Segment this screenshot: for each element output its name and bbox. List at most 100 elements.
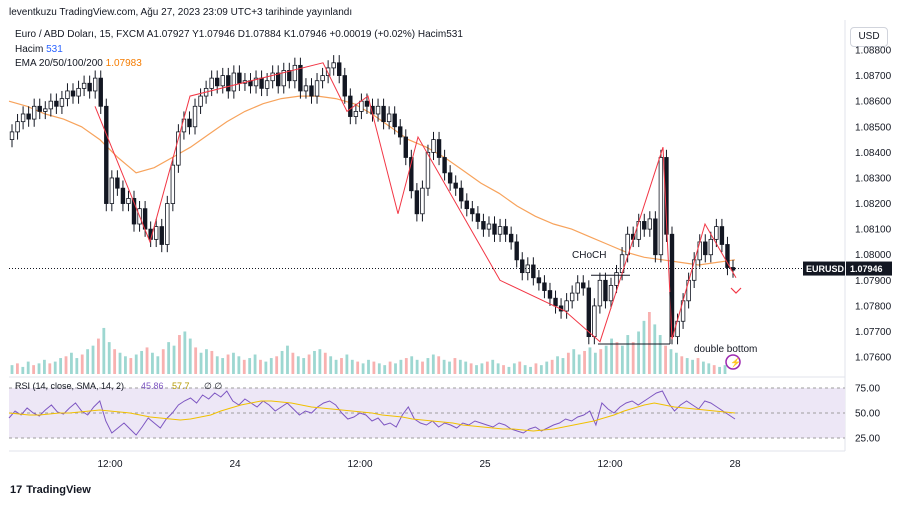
candle-body <box>15 121 20 133</box>
volume-bar <box>469 363 473 374</box>
volume-bar <box>464 361 468 374</box>
candle-body <box>664 157 669 235</box>
volume-bar <box>356 361 360 374</box>
volume-bar <box>226 354 230 374</box>
price-tick-label: 1.07700 <box>855 327 892 338</box>
candle-body <box>420 187 425 215</box>
volume-bar <box>561 358 565 374</box>
candle-body <box>447 172 453 184</box>
volume-label: Hacim <box>15 44 44 55</box>
lightning-glyph-icon: ⚡ <box>730 357 741 369</box>
volume-bar <box>280 350 284 374</box>
volume-bar <box>32 365 36 374</box>
volume-bar <box>313 350 316 374</box>
volume-bar <box>599 349 603 374</box>
volume-bar <box>696 358 700 374</box>
candle-body <box>603 279 608 302</box>
volume-bar <box>458 359 462 374</box>
candle-body <box>92 77 98 92</box>
rsi-tick-label: 25.00 <box>855 434 880 445</box>
volume-bar <box>323 352 327 374</box>
candle-body <box>597 279 603 307</box>
candle-body <box>703 241 708 256</box>
volume-bar <box>215 356 219 374</box>
volume-bar <box>107 342 111 374</box>
candle-body <box>403 136 408 158</box>
candle-body <box>320 75 325 82</box>
volume-bar <box>523 365 527 374</box>
ema-value: 1.07983 <box>105 58 142 69</box>
volume-bar <box>604 345 608 374</box>
volume-bar <box>431 354 435 374</box>
currency-button[interactable]: USD <box>850 27 888 47</box>
price-tick-label: 1.08800 <box>855 46 892 57</box>
candle-body <box>464 200 469 210</box>
volume-bar <box>43 359 46 374</box>
volume-bar <box>275 356 279 374</box>
candle-body <box>253 77 259 87</box>
candle-body <box>109 177 115 204</box>
volume-bar <box>167 342 171 374</box>
volume-bar <box>259 359 262 374</box>
volume-bar <box>372 361 376 374</box>
candle-body <box>76 87 81 97</box>
double-bottom-label: double bottom <box>694 344 757 355</box>
candle-body <box>653 218 658 256</box>
candle-body <box>525 264 530 274</box>
candle-body <box>165 203 170 245</box>
price-tick-label: 1.08200 <box>855 199 892 210</box>
candle-body <box>442 157 447 174</box>
volume-bar <box>610 338 613 374</box>
volume-bar <box>707 363 711 374</box>
candle-body <box>298 64 303 92</box>
volume-bar <box>97 338 100 374</box>
candle-body <box>153 226 159 240</box>
volume-bar <box>129 358 133 374</box>
candle-body <box>187 118 192 128</box>
candle-body <box>292 64 298 82</box>
candle-body <box>647 218 653 230</box>
price-tick-label: 1.08600 <box>855 97 892 108</box>
volume-bar <box>178 335 181 374</box>
candle-body <box>508 233 514 243</box>
candle-body <box>691 259 697 281</box>
price-tag <box>846 261 892 276</box>
volume-bar <box>307 354 311 374</box>
volume-bar <box>64 356 68 374</box>
candle-body <box>375 105 381 115</box>
rsi-value: 45.86 <box>141 381 164 391</box>
volume-bar <box>593 352 597 374</box>
volume-bar <box>388 361 392 374</box>
volume-bar <box>718 366 721 374</box>
volume-bar <box>680 356 684 374</box>
candle-body <box>425 151 431 189</box>
volume-bar <box>658 335 662 374</box>
rsi-ma-line <box>8 400 736 432</box>
volume-bar <box>448 361 451 374</box>
volume-bar <box>264 361 268 374</box>
ema-label: EMA 20/50/100/200 <box>15 58 103 69</box>
candle-body <box>708 238 714 256</box>
volume-bar <box>145 347 149 374</box>
candle-body <box>553 297 558 307</box>
tradingview-footer[interactable]: 17 TradingView <box>10 484 91 496</box>
volume-bar <box>674 352 678 374</box>
choch-label: CHoCH <box>572 250 606 261</box>
volume-bar <box>210 350 214 374</box>
volume-bar <box>237 356 241 374</box>
volume-bar <box>502 365 505 374</box>
volume-bar <box>664 345 667 374</box>
volume-bar <box>588 347 592 374</box>
candle-body <box>481 221 486 230</box>
candle-body <box>475 213 481 222</box>
volume-bar <box>367 359 370 374</box>
rsi-ma-value: 57.7 <box>172 381 190 391</box>
volume-bar <box>631 342 635 374</box>
candle-body <box>547 290 553 299</box>
time-tick-label: 12:00 <box>347 459 372 470</box>
candle-body <box>59 98 65 107</box>
volume-bar <box>205 349 208 374</box>
candle-body <box>270 72 275 82</box>
